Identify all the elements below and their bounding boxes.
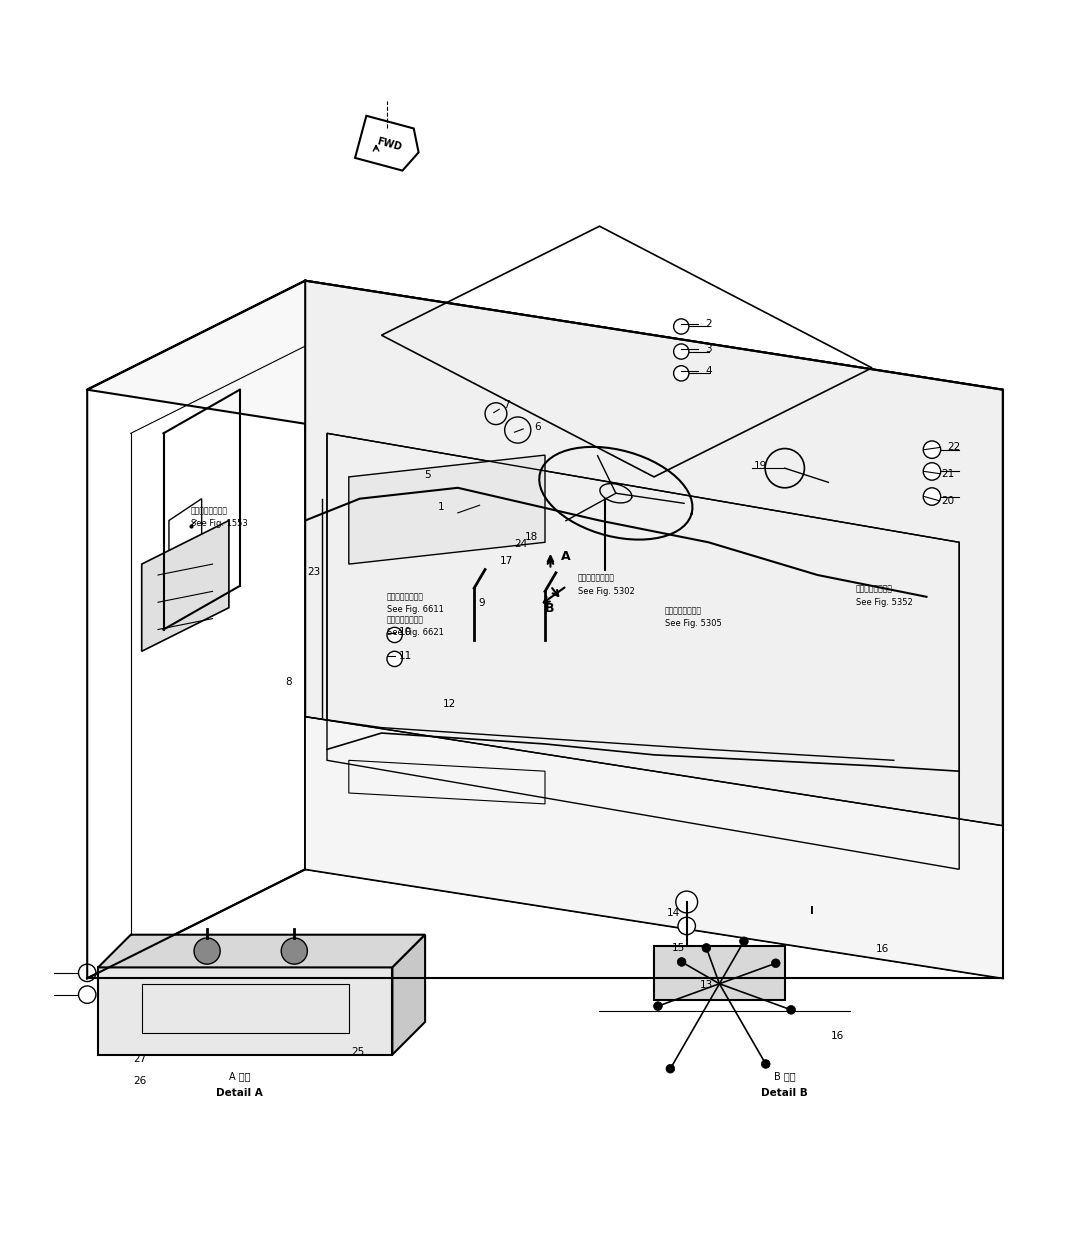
Text: 10: 10 (399, 627, 412, 637)
Text: See Fig. 6611: See Fig. 6611 (387, 606, 444, 614)
Circle shape (666, 1064, 675, 1073)
Circle shape (281, 938, 307, 964)
Text: 17: 17 (500, 555, 513, 565)
Polygon shape (654, 946, 785, 1000)
Text: 1: 1 (438, 502, 445, 512)
Text: B 詳細: B 詳細 (774, 1071, 796, 1081)
Circle shape (676, 891, 698, 913)
Polygon shape (355, 116, 419, 170)
Text: 11: 11 (399, 651, 412, 661)
Text: 16: 16 (831, 1031, 844, 1041)
Polygon shape (98, 934, 425, 967)
Text: 25: 25 (351, 1047, 364, 1058)
Text: 8: 8 (286, 677, 292, 687)
Text: 19: 19 (754, 461, 767, 471)
Text: Detail B: Detail B (762, 1088, 808, 1098)
Text: I: I (810, 905, 814, 915)
Text: See Fig. 1553: See Fig. 1553 (191, 519, 247, 528)
Circle shape (923, 463, 941, 480)
Text: 14: 14 (667, 908, 680, 918)
Polygon shape (98, 967, 392, 1055)
Text: 9: 9 (479, 598, 485, 608)
Circle shape (923, 441, 941, 458)
Text: 第６６１１図参照: 第６６１１図参照 (387, 592, 424, 601)
Text: 第５３０２図参照: 第５３０２図参照 (578, 574, 615, 583)
Circle shape (761, 1060, 770, 1069)
Text: 6: 6 (534, 422, 541, 432)
Circle shape (674, 344, 689, 359)
Text: Detail A: Detail A (217, 1088, 263, 1098)
Text: 18: 18 (525, 531, 538, 541)
Text: 3: 3 (705, 345, 712, 354)
Text: B: B (545, 602, 555, 616)
Circle shape (677, 958, 686, 967)
Circle shape (739, 937, 748, 946)
Circle shape (674, 365, 689, 381)
Text: 15: 15 (671, 943, 685, 953)
Text: 23: 23 (307, 567, 320, 577)
Text: 第５３０５図参照: 第５３０５図参照 (665, 607, 702, 616)
Text: 26: 26 (133, 1075, 146, 1085)
Text: 第５３５２図参照: 第５３５２図参照 (856, 584, 893, 593)
Text: 4: 4 (705, 366, 712, 376)
Circle shape (787, 1006, 796, 1015)
Text: 20: 20 (942, 496, 955, 506)
Text: 22: 22 (947, 442, 960, 452)
Circle shape (194, 938, 220, 964)
Circle shape (387, 627, 402, 642)
Polygon shape (305, 716, 1003, 978)
Circle shape (387, 651, 402, 666)
Text: 7: 7 (504, 400, 510, 410)
Circle shape (674, 319, 689, 334)
Text: See Fig. 5302: See Fig. 5302 (578, 587, 634, 596)
Circle shape (678, 918, 695, 934)
Text: See Fig. 5305: See Fig. 5305 (665, 619, 722, 628)
Text: 第６６２１図参照: 第６６２１図参照 (387, 616, 424, 624)
Polygon shape (87, 281, 1003, 499)
Polygon shape (142, 520, 229, 651)
Text: 第１５５３図参照: 第１５５３図参照 (191, 506, 228, 515)
Text: 5: 5 (424, 470, 431, 480)
Polygon shape (87, 281, 305, 978)
Text: A 詳細: A 詳細 (229, 1071, 251, 1081)
Circle shape (923, 487, 941, 505)
Text: See Fig. 6621: See Fig. 6621 (387, 628, 444, 637)
Text: 16: 16 (876, 944, 889, 954)
Text: 24: 24 (514, 539, 528, 549)
Text: See Fig. 5352: See Fig. 5352 (856, 598, 912, 607)
Circle shape (702, 943, 711, 952)
Circle shape (772, 959, 780, 968)
Polygon shape (305, 281, 1003, 978)
Text: 12: 12 (443, 699, 456, 709)
Text: 13: 13 (700, 980, 713, 990)
Polygon shape (392, 934, 425, 1055)
Text: 2: 2 (705, 320, 712, 330)
Text: 27: 27 (133, 1054, 146, 1064)
Text: FWD: FWD (376, 136, 402, 152)
Text: A: A (561, 550, 571, 563)
Text: 21: 21 (942, 468, 955, 478)
Polygon shape (349, 454, 545, 564)
Circle shape (654, 1002, 663, 1011)
